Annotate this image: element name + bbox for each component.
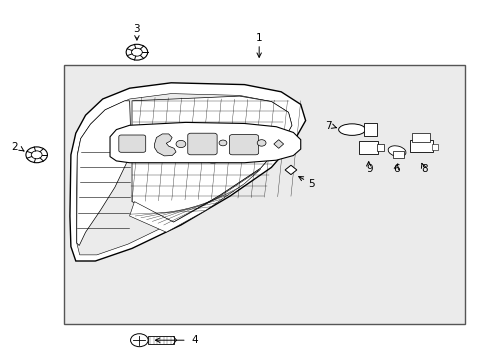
Text: 4: 4 <box>191 335 198 345</box>
Polygon shape <box>273 140 283 148</box>
Circle shape <box>31 151 42 159</box>
Text: 7: 7 <box>325 121 331 131</box>
Polygon shape <box>285 165 296 175</box>
Circle shape <box>257 140 265 146</box>
Circle shape <box>176 140 185 148</box>
Text: 6: 6 <box>392 164 399 174</box>
FancyBboxPatch shape <box>392 151 403 158</box>
Ellipse shape <box>338 124 365 135</box>
Polygon shape <box>129 169 260 232</box>
FancyBboxPatch shape <box>187 133 217 155</box>
Text: 8: 8 <box>420 164 427 174</box>
FancyBboxPatch shape <box>431 144 437 150</box>
Polygon shape <box>70 83 305 261</box>
FancyBboxPatch shape <box>376 144 383 151</box>
Text: 9: 9 <box>365 164 372 174</box>
Circle shape <box>130 334 148 347</box>
Text: 2: 2 <box>11 142 18 152</box>
FancyBboxPatch shape <box>229 135 258 155</box>
Polygon shape <box>77 101 131 246</box>
Text: 5: 5 <box>308 179 315 189</box>
Polygon shape <box>110 122 300 163</box>
Circle shape <box>126 44 147 60</box>
FancyBboxPatch shape <box>147 336 174 344</box>
FancyBboxPatch shape <box>411 133 429 142</box>
FancyBboxPatch shape <box>358 141 378 154</box>
Circle shape <box>203 150 221 163</box>
FancyBboxPatch shape <box>364 123 376 136</box>
Circle shape <box>131 48 142 56</box>
FancyBboxPatch shape <box>119 135 145 152</box>
Polygon shape <box>76 94 291 255</box>
Circle shape <box>219 140 226 146</box>
Polygon shape <box>132 96 291 222</box>
Polygon shape <box>154 134 176 156</box>
FancyBboxPatch shape <box>409 140 432 152</box>
Text: 3: 3 <box>133 24 140 34</box>
Ellipse shape <box>387 146 405 157</box>
Text: 1: 1 <box>255 33 262 43</box>
Bar <box>63 65 464 324</box>
Circle shape <box>26 147 47 163</box>
